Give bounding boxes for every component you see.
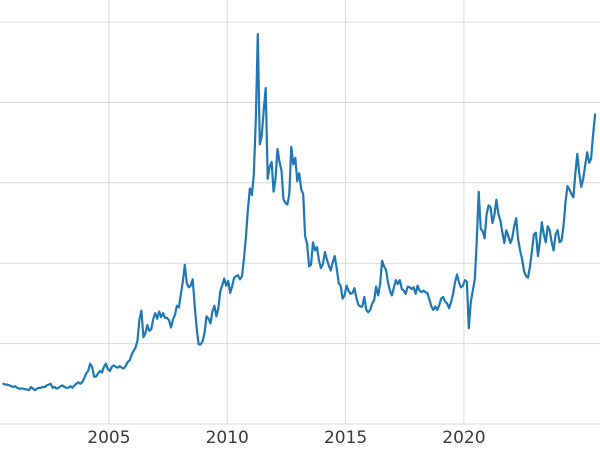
x-tick-label: 2020 [442,428,485,448]
series-line [2,33,597,392]
x-tick-label: 2015 [324,428,367,448]
x-tick-label: 2005 [87,428,130,448]
x-tick-label: 2010 [206,428,249,448]
